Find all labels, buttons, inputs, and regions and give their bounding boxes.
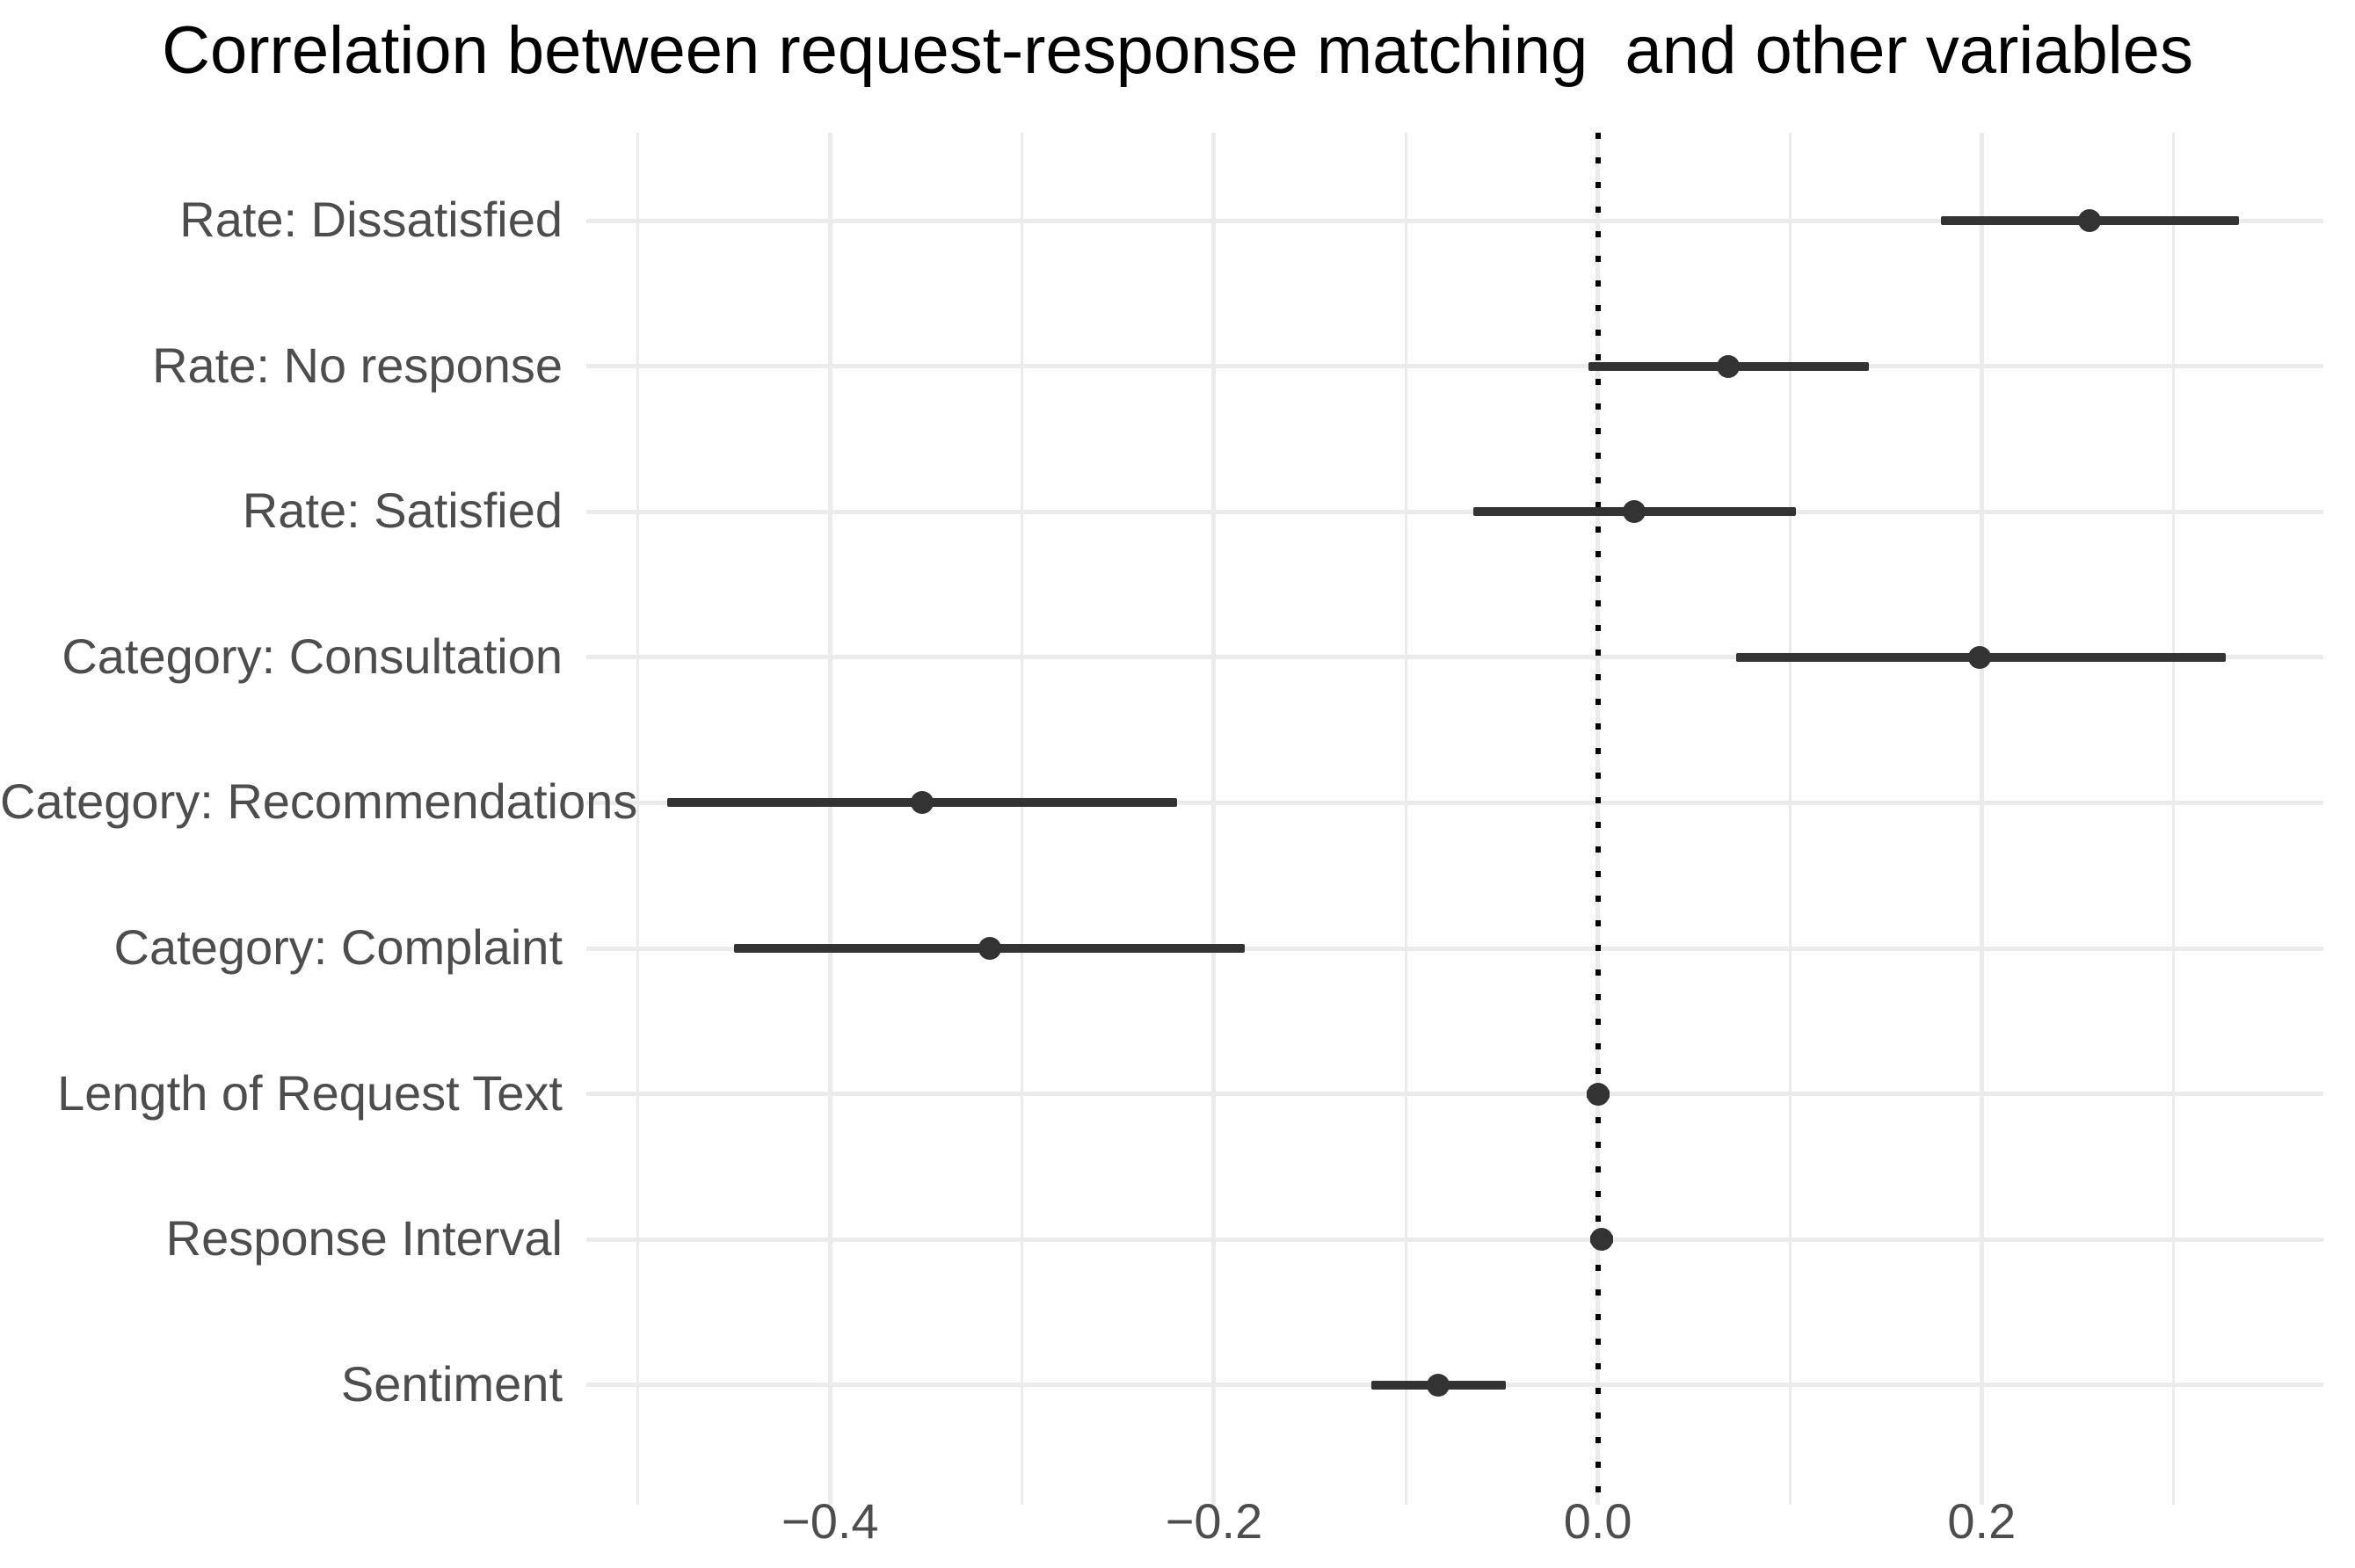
x-minor-gridline bbox=[1788, 133, 1792, 1505]
y-major-gridline bbox=[586, 1237, 2323, 1242]
estimate-point bbox=[911, 791, 934, 815]
y-major-gridline bbox=[586, 509, 2323, 514]
y-major-gridline bbox=[586, 946, 2323, 951]
x-axis-tick-label: 0.2 bbox=[1947, 1493, 2017, 1549]
estimate-point bbox=[1717, 354, 1741, 378]
y-major-gridline bbox=[586, 655, 2323, 660]
chart-title: Correlation between request-response mat… bbox=[162, 13, 2193, 88]
y-axis-label: Rate: Dissatisfied bbox=[179, 192, 563, 248]
x-minor-gridline bbox=[1404, 133, 1407, 1505]
x-minor-gridline bbox=[2172, 133, 2176, 1505]
x-axis-tick-label: 0.0 bbox=[1563, 1493, 1632, 1549]
y-axis-label: Category: Recommendations bbox=[0, 773, 638, 830]
x-major-gridline bbox=[827, 133, 832, 1505]
y-axis-label: Length of Request Text bbox=[57, 1064, 563, 1121]
x-axis-tick-label: −0.4 bbox=[781, 1493, 879, 1549]
x-minor-gridline bbox=[1021, 133, 1024, 1505]
y-axis-label: Category: Consultation bbox=[62, 628, 563, 684]
y-axis-label: Response Interval bbox=[165, 1210, 563, 1267]
y-major-gridline bbox=[586, 1092, 2323, 1097]
estimate-point bbox=[1623, 500, 1646, 524]
y-major-gridline bbox=[586, 364, 2323, 369]
estimate-point bbox=[1968, 645, 1992, 669]
estimate-point bbox=[1586, 1082, 1610, 1106]
y-axis-label: Rate: No response bbox=[152, 337, 563, 393]
y-major-gridline bbox=[586, 218, 2323, 223]
estimate-point bbox=[1427, 1373, 1450, 1397]
estimate-point bbox=[978, 937, 1001, 960]
zero-reference-line bbox=[1595, 133, 1601, 1505]
y-axis-label: Category: Complaint bbox=[113, 919, 563, 976]
x-major-gridline bbox=[1211, 133, 1217, 1505]
x-major-gridline bbox=[1979, 133, 1984, 1505]
estimate-point bbox=[1590, 1228, 1614, 1252]
x-minor-gridline bbox=[636, 133, 640, 1505]
estimate-point bbox=[2077, 209, 2101, 232]
y-major-gridline bbox=[586, 800, 2323, 805]
y-axis-label: Rate: Satisfied bbox=[242, 483, 563, 539]
y-axis-label: Sentiment bbox=[340, 1355, 563, 1412]
x-axis-tick-label: −0.2 bbox=[1165, 1493, 1263, 1549]
